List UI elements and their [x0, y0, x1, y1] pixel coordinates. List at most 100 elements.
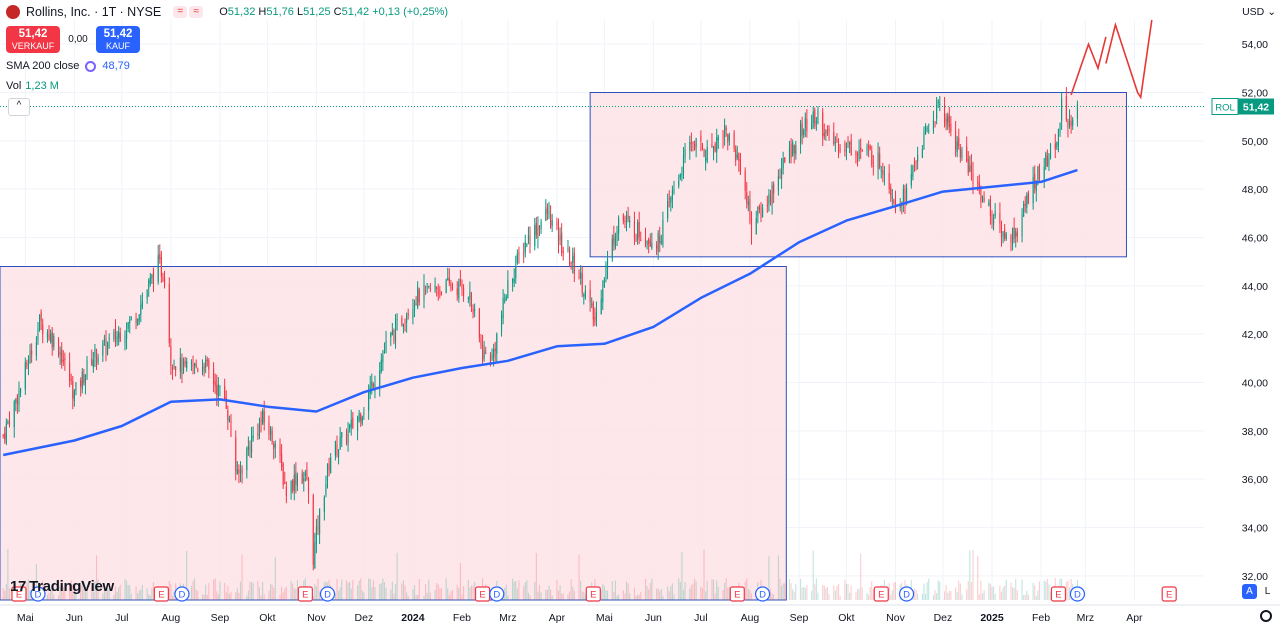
candle-body	[8, 421, 11, 426]
candle-body	[252, 435, 254, 439]
wave-icon[interactable]: ≈	[189, 6, 204, 18]
volume-bar	[727, 587, 729, 600]
volume-bar	[426, 592, 428, 600]
candle-body	[861, 150, 863, 152]
x-tick-label: Sep	[211, 612, 230, 624]
volume-bar	[252, 583, 254, 600]
volume-bar	[662, 595, 664, 600]
marker-letter: D	[1074, 590, 1081, 601]
volume-legend[interactable]: Vol 1,23 M	[6, 80, 59, 92]
collapse-legend-button[interactable]: ^	[8, 98, 30, 116]
x-tick-label: Jul	[115, 612, 128, 624]
candle-body	[75, 382, 77, 392]
candle-body	[706, 147, 708, 162]
candle-body	[932, 119, 935, 131]
candle-body	[779, 176, 781, 179]
gear-icon[interactable]	[1260, 610, 1272, 622]
volume-bar	[368, 578, 370, 600]
candle-body	[969, 165, 971, 172]
volume-bar	[637, 594, 639, 600]
x-tick-label: Feb	[1032, 612, 1050, 624]
volume-bar	[260, 595, 262, 600]
volume-bar	[151, 588, 153, 600]
volume-bar	[358, 580, 360, 600]
volume-bar	[773, 594, 775, 600]
volume-bar	[716, 580, 718, 600]
volume-bar	[319, 591, 321, 600]
dividend-marker: D	[319, 586, 336, 602]
candle-body	[644, 238, 647, 245]
volume-bar	[130, 593, 132, 600]
candle-body	[459, 278, 461, 283]
earnings-marker: E	[729, 586, 745, 602]
volume-bar	[947, 592, 949, 600]
volume-bar	[640, 591, 642, 600]
candle-body	[518, 253, 520, 255]
candle-body	[611, 238, 613, 259]
x-tick-label: Jun	[66, 612, 83, 624]
candle-body	[904, 188, 906, 205]
candle-body	[917, 154, 919, 162]
candle-body	[247, 445, 249, 450]
currency-selector[interactable]: USD ⌄	[1242, 6, 1276, 18]
candle-body	[80, 380, 82, 387]
candle-body	[803, 129, 805, 136]
volume-bar	[72, 584, 74, 600]
volume-bar	[839, 595, 841, 600]
log-scale-button[interactable]: L	[1264, 586, 1271, 597]
bars-icon[interactable]: =	[173, 6, 188, 18]
volume-bar	[127, 584, 129, 600]
volume-bar	[8, 588, 11, 600]
volume-bar	[828, 594, 830, 600]
marker-letter: E	[16, 590, 22, 601]
candle-body	[812, 111, 814, 124]
volume-bar	[823, 585, 825, 600]
symbol-title[interactable]: Rollins, Inc. · 1T · NYSE	[26, 5, 162, 19]
volume-bar	[861, 587, 863, 600]
tradingview-logo[interactable]: 17 TradingView	[10, 578, 114, 595]
candle-body	[413, 302, 416, 311]
volume-bar	[338, 591, 340, 600]
candle-body	[877, 152, 879, 169]
volume-bar	[91, 586, 93, 600]
candle-body	[646, 240, 648, 245]
marker-letter: E	[479, 590, 485, 601]
volume-bar	[406, 592, 408, 600]
earnings-marker-box	[11, 586, 27, 602]
candle-body	[1061, 98, 1063, 121]
dividend-marker-circle	[30, 586, 46, 602]
volume-bar	[535, 552, 537, 600]
candle-body	[412, 309, 414, 319]
volume-bar	[369, 578, 371, 600]
candle-body	[228, 418, 230, 422]
buy-button[interactable]: 51,42 KAUF	[96, 26, 140, 53]
candle-body	[580, 272, 582, 278]
candle-body	[415, 303, 417, 305]
candle-body	[828, 128, 830, 133]
volume-bar	[659, 590, 661, 600]
candle-body	[744, 170, 746, 191]
candle-body	[760, 208, 762, 218]
volume-bar	[507, 595, 509, 600]
volume-bar	[600, 590, 602, 600]
sell-button[interactable]: 51,42 VERKAUF	[6, 26, 60, 53]
volume-bar	[445, 578, 447, 600]
volume-bar	[705, 591, 707, 600]
sma-indicator-legend[interactable]: SMA 200 close 48,79	[6, 60, 130, 72]
candle-body	[126, 331, 128, 339]
volume-bar	[7, 549, 9, 600]
candle-body	[883, 173, 885, 176]
chart-mode-toggle[interactable]: = ≈	[173, 6, 204, 18]
candle-body	[423, 284, 425, 301]
candle-body	[777, 175, 779, 191]
candle-body	[529, 235, 531, 245]
volume-bar	[35, 564, 37, 600]
candle-body	[18, 389, 20, 405]
auto-scale-button[interactable]: A	[1242, 584, 1257, 599]
volume-bar	[983, 589, 985, 600]
volume-bar	[70, 580, 72, 600]
candle-body	[439, 289, 441, 291]
candle-body	[733, 132, 735, 149]
